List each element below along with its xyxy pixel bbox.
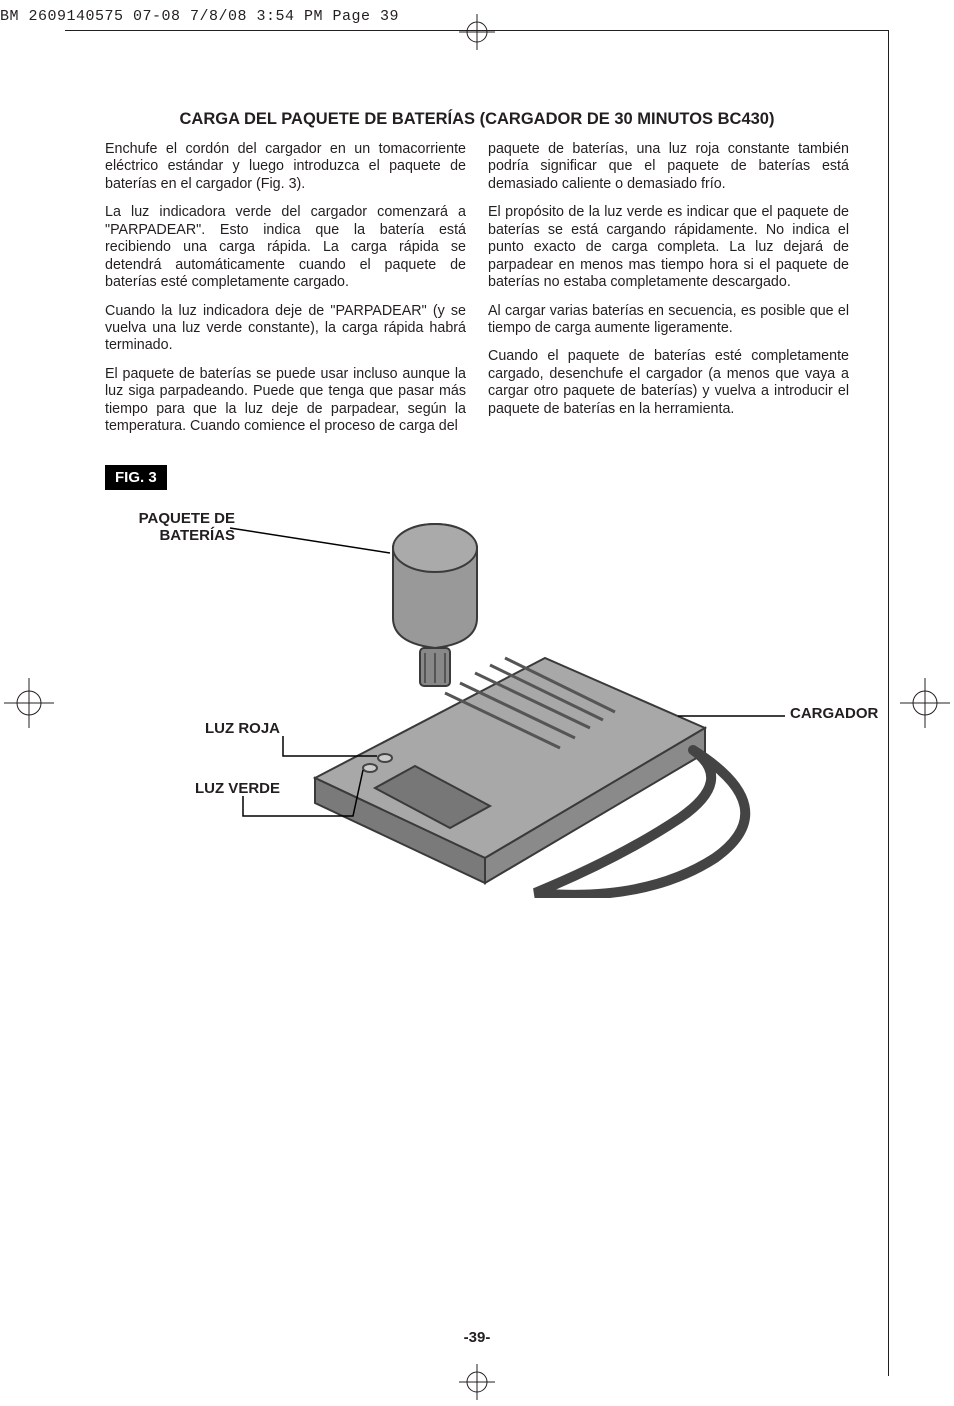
callout-red-light: LUZ ROJA [185, 720, 280, 737]
trim-line-top [65, 30, 889, 31]
callout-charger: CARGADOR [790, 705, 878, 722]
figure-3: PAQUETE DEBATERÍAS CARGADOR LUZ ROJA LUZ… [105, 498, 849, 918]
two-column-layout: Enchufe el cordón del cargador en un tom… [105, 141, 849, 447]
paragraph: Cuando el paquete de baterías esté compl… [488, 348, 849, 418]
callout-battery: PAQUETE DEBATERÍAS [125, 510, 235, 545]
paragraph: Al cargar varias baterías en secuencia, … [488, 303, 849, 338]
paragraph: El paquete de baterías se puede usar inc… [105, 366, 466, 436]
page-number: -39- [0, 1329, 954, 1346]
section-title: CARGA DEL PAQUETE DE BATERÍAS (CARGADOR … [105, 110, 849, 129]
right-column: paquete de baterías, una luz roja consta… [488, 141, 849, 447]
figure-label: FIG. 3 [105, 465, 167, 490]
callout-green-light: LUZ VERDE [165, 780, 280, 797]
crop-mark-top-icon [459, 14, 495, 50]
crop-mark-bottom-icon [459, 1364, 495, 1400]
paragraph: El propósito de la luz verde es indicar … [488, 204, 849, 291]
crop-mark-right-icon [900, 678, 950, 728]
paragraph: Enchufe el cordón del cargador en un tom… [105, 141, 466, 193]
charger-illustration-icon [225, 498, 785, 898]
paragraph: La luz indicadora verde del cargador com… [105, 204, 466, 291]
print-slug: BM 2609140575 07-08 7/8/08 3:54 PM Page … [0, 8, 399, 25]
left-column: Enchufe el cordón del cargador en un tom… [105, 141, 466, 447]
page-content: CARGA DEL PAQUETE DE BATERÍAS (CARGADOR … [105, 110, 849, 918]
trim-line-right [888, 30, 889, 1376]
crop-mark-left-icon [4, 678, 54, 728]
paragraph: Cuando la luz indicadora deje de "PARPAD… [105, 303, 466, 355]
paragraph: paquete de baterías, una luz roja consta… [488, 141, 849, 193]
